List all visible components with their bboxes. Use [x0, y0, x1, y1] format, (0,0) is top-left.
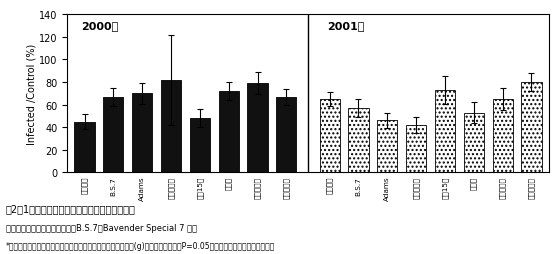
Bar: [493, 100, 513, 173]
Text: B.S.7: B.S.7: [110, 176, 116, 195]
Text: ツルコガネ: ツルコガネ: [283, 176, 290, 198]
Text: スズカリ: スズカリ: [326, 176, 333, 194]
Text: Adams: Adams: [139, 176, 145, 201]
Text: ツルムスメ: ツルムスメ: [254, 176, 261, 198]
Bar: [406, 125, 426, 173]
Bar: [276, 97, 296, 173]
Bar: [320, 100, 340, 173]
Bar: [377, 121, 398, 173]
Bar: [218, 92, 239, 173]
Bar: [435, 91, 455, 173]
Text: エラーバーは標準誤差を表す。B.S.7はBavender Special 7 の略: エラーバーは標準誤差を表す。B.S.7はBavender Special 7 の…: [6, 224, 197, 232]
Text: ツルムスメ: ツルムスメ: [500, 176, 506, 198]
Text: 養主床: 養主床: [470, 176, 477, 189]
Text: 養主床: 養主床: [225, 176, 232, 189]
Y-axis label: Infected /Control (%): Infected /Control (%): [26, 43, 36, 145]
Bar: [248, 84, 268, 173]
Text: 2000年: 2000年: [82, 21, 119, 31]
Text: スズカリ: スズカリ: [81, 176, 88, 194]
Text: ツルコガネ: ツルコガネ: [528, 176, 535, 198]
Bar: [161, 81, 181, 173]
Bar: [132, 94, 152, 173]
Text: 古林15号: 古林15号: [197, 176, 203, 198]
Text: 古林15号: 古林15号: [442, 176, 449, 198]
Bar: [521, 83, 542, 173]
Bar: [190, 119, 210, 173]
Text: Adams: Adams: [384, 176, 390, 201]
Text: *を付した品種は、感染株と非接種全体との間に株当たり粒重(g)で統計的有意差（P=0.05）が認められないことを表す。: *を付した品種は、感染株と非接種全体との間に株当たり粒重(g)で統計的有意差（P…: [6, 241, 275, 250]
Bar: [74, 122, 95, 173]
Bar: [348, 109, 368, 173]
Text: 図2、1株当たり粒重の感染株／対照株比（％）: 図2、1株当たり粒重の感染株／対照株比（％）: [6, 203, 136, 213]
Bar: [464, 113, 484, 173]
Text: B.S.7: B.S.7: [356, 176, 361, 195]
Bar: [103, 97, 123, 173]
Text: いわいくろ: いわいくろ: [167, 176, 174, 198]
Text: 2001年: 2001年: [326, 21, 364, 31]
Text: いわいくろ: いわいくろ: [413, 176, 419, 198]
